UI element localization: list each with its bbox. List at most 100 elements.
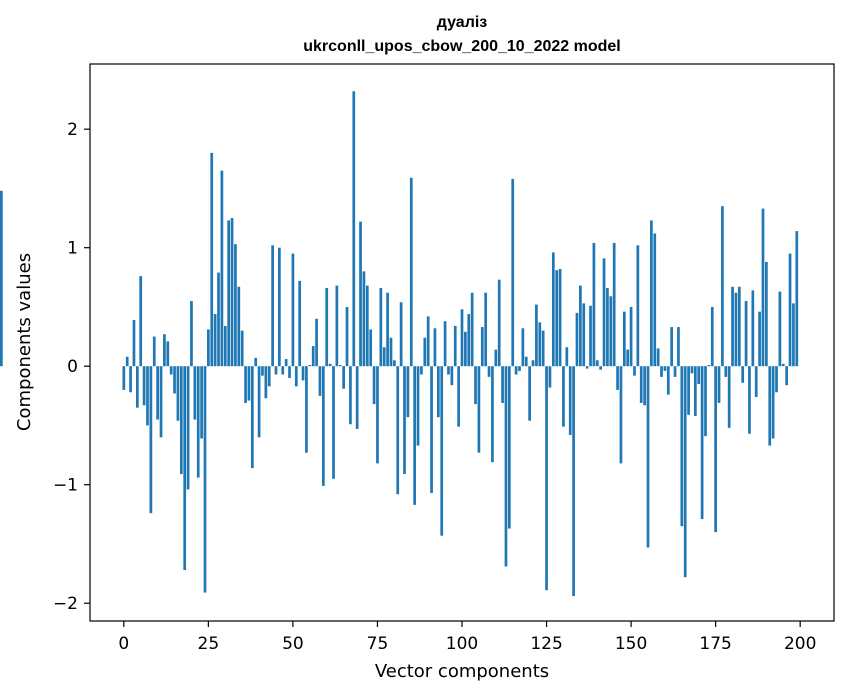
x-tick-label-50: 50 [282, 634, 304, 654]
y-tick-label--1: −1 [53, 476, 78, 496]
bar-145 [612, 242, 616, 367]
bar-113 [504, 366, 508, 567]
bar-5 [139, 276, 143, 367]
bar-0 [122, 366, 126, 390]
bar-56 [311, 346, 315, 367]
bar-43 [267, 366, 271, 387]
bar-144 [609, 296, 613, 367]
bar-101 [464, 331, 467, 367]
bar-37 [247, 366, 251, 401]
bar-196 [785, 366, 789, 386]
bar-138 [589, 305, 592, 367]
bar-22 [196, 366, 200, 478]
bar-176 [717, 366, 721, 403]
bar-96 [447, 366, 450, 375]
bar-199 [795, 231, 799, 367]
bar-183 [741, 366, 745, 383]
bar-9 [152, 336, 156, 367]
bar-78 [386, 292, 389, 367]
bar-29 [220, 170, 224, 367]
bar-186 [751, 290, 755, 367]
y-axis-label: Components values [14, 253, 35, 431]
bar-54 [305, 366, 308, 453]
bar-77 [382, 347, 386, 367]
bar-171 [700, 366, 704, 520]
bar-127 [551, 252, 555, 367]
bar-147 [619, 366, 623, 464]
bar-102 [467, 314, 471, 367]
bar-111 [497, 279, 501, 367]
bar-14 [169, 366, 173, 375]
bar-143 [606, 287, 609, 367]
bar-155 [646, 366, 650, 548]
x-tick-label-100: 100 [446, 634, 478, 654]
bar-4 [135, 366, 139, 408]
bar-65 [342, 366, 345, 389]
bar-123 [538, 322, 542, 367]
bar-115 [511, 178, 515, 367]
bar-36 [244, 366, 247, 403]
bar-149 [626, 349, 630, 367]
bar-1 [125, 356, 129, 367]
bar-41 [261, 366, 264, 376]
bar-125 [545, 366, 548, 591]
bar-132 [568, 366, 572, 435]
bar-153 [639, 366, 643, 403]
bar-104 [474, 366, 477, 405]
bar-85 [409, 177, 413, 367]
bar-110 [494, 349, 498, 367]
bar-76 [379, 287, 383, 367]
bar-series [0, 91, 799, 597]
bar-92 [433, 328, 437, 367]
bar-74 [372, 366, 376, 405]
x-tick-label-125: 125 [530, 634, 562, 654]
bar-121 [531, 360, 535, 367]
bar-170 [697, 366, 701, 384]
bar-2 [129, 366, 132, 393]
bar-93 [436, 366, 440, 418]
bar-159 [660, 366, 663, 377]
bar-181 [734, 292, 738, 367]
bar-168 [690, 366, 694, 374]
x-tick-label-175: 175 [699, 634, 731, 654]
bar-62 [332, 366, 335, 479]
bar-40 [257, 366, 261, 438]
bar-84 [406, 366, 410, 418]
bar-193 [775, 366, 778, 393]
bar-34 [237, 286, 241, 367]
bar-79 [389, 337, 393, 367]
bar-35 [240, 330, 244, 367]
bar-90 [426, 316, 430, 367]
bar-173 [707, 365, 711, 367]
bar-124 [541, 330, 545, 367]
bar-152 [636, 245, 640, 367]
bar-46 [278, 247, 281, 367]
bar-156 [650, 220, 653, 367]
bar-94 [440, 366, 444, 536]
y-axis-ticks: −2 −1 0 1 2 [53, 120, 90, 614]
chart-title-line1: дуаліз [437, 14, 488, 31]
bar-20 [190, 301, 193, 367]
bar-118 [521, 328, 525, 367]
bar-57 [315, 318, 318, 367]
bar-178 [724, 366, 728, 377]
x-tick-label-150: 150 [615, 634, 647, 654]
bar-undefined [0, 190, 3, 367]
bar-185 [748, 366, 751, 434]
bar-88 [420, 366, 423, 375]
bar-100 [460, 309, 464, 367]
bar-163 [673, 366, 677, 377]
bar-31 [227, 220, 231, 367]
bar-99 [457, 366, 460, 427]
y-tick-label-2: 2 [67, 120, 78, 140]
bar-75 [376, 366, 379, 464]
x-axis-label: Vector components [375, 661, 549, 682]
bar-175 [714, 366, 717, 533]
bar-151 [633, 366, 636, 376]
bar-154 [643, 366, 646, 406]
bar-47 [281, 366, 285, 375]
bar-122 [535, 304, 538, 367]
x-tick-label-200: 200 [784, 634, 816, 654]
bar-91 [430, 366, 433, 494]
